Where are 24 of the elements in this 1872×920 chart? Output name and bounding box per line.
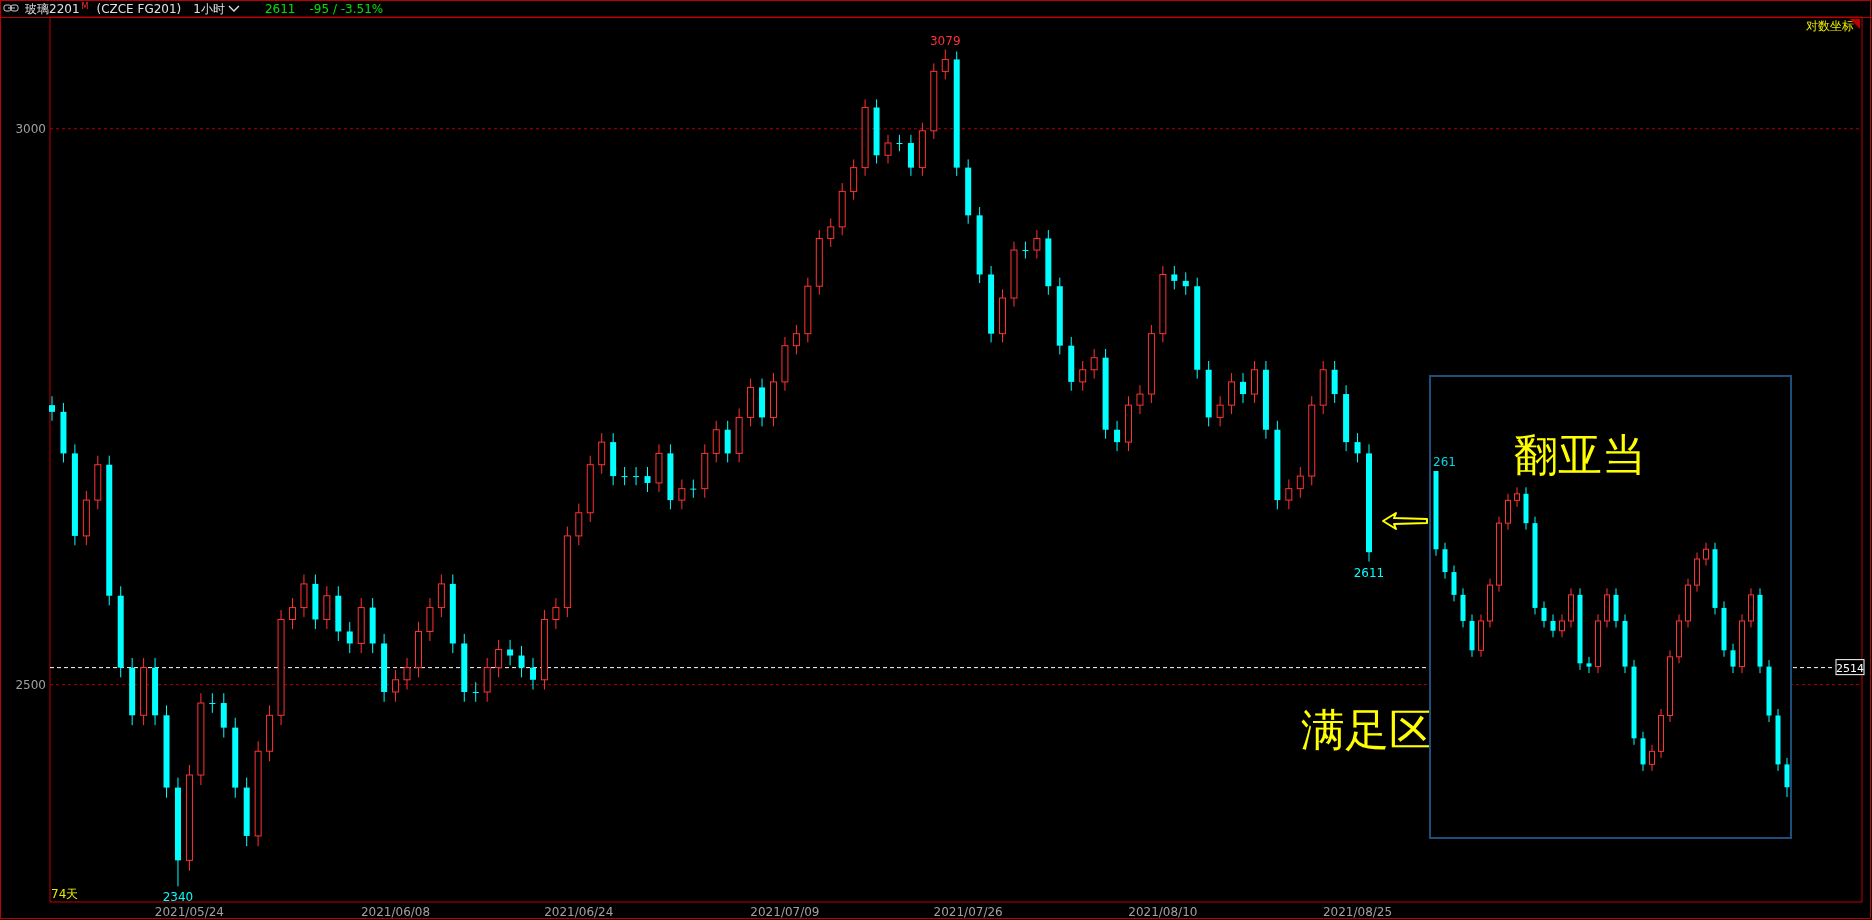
text: M — [81, 2, 89, 11]
x-tick-label: 2021/08/25 — [1322, 905, 1393, 919]
annotation: 74天 — [51, 887, 79, 901]
text: 261 — [1433, 455, 1456, 469]
ref-line-label: 2514 — [1836, 661, 1864, 675]
y-tick-label: 3000 — [15, 121, 46, 136]
annotation: 满足区 — [1301, 704, 1433, 755]
annotation: 翻亚当 — [1514, 429, 1646, 480]
text: 2611 — [264, 2, 296, 16]
chart-title: 玻璃2201 — [25, 2, 80, 16]
x-tick-label: 2021/06/08 — [360, 905, 431, 919]
annotation: 2611 — [1353, 565, 1385, 580]
y-tick-label: 2500 — [15, 677, 46, 692]
x-tick-label: 2021/05/24 — [154, 905, 225, 919]
text: (CZCE FG201) — [96, 2, 182, 16]
text: 1小时 — [193, 2, 225, 16]
text: 对数坐标 — [1806, 19, 1854, 33]
x-tick-label: 2021/06/24 — [544, 905, 614, 919]
x-tick-label: 2021/08/10 — [1128, 905, 1198, 919]
annotation: 2340 — [162, 890, 194, 905]
text: -95 / -3.51% — [309, 2, 384, 16]
annotation: 3079 — [930, 33, 961, 48]
x-tick-label: 2021/07/09 — [750, 905, 820, 919]
x-tick-label: 2021/07/26 — [933, 905, 1003, 919]
